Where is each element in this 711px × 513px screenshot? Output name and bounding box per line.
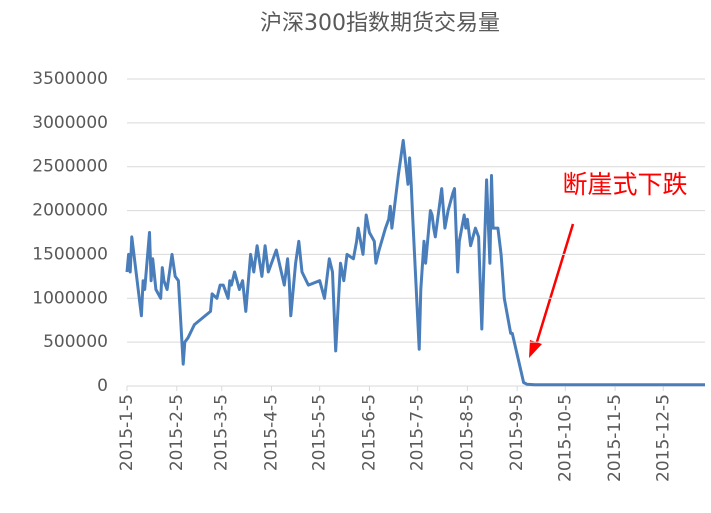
y-tick-label: 1500000: [32, 244, 108, 264]
x-tick-label: 2015-8-5: [457, 394, 477, 471]
y-tick-label: 3500000: [32, 69, 108, 89]
y-tick-label: 2000000: [32, 201, 108, 221]
x-tick-label: 2015-2-5: [167, 394, 187, 471]
y-tick-label: 3000000: [32, 113, 108, 133]
x-tick-label: 2015-6-5: [359, 394, 379, 471]
y-tick-label: 500000: [43, 332, 108, 352]
x-tick-label: 2015-5-5: [310, 394, 330, 471]
data-line: [125, 138, 705, 387]
x-tick-label: 2015-1-5: [117, 394, 137, 471]
chart-title: 沪深300指数期货交易量: [260, 11, 500, 36]
annotation-arrowhead: [529, 340, 542, 358]
x-tick-label: 2015-3-5: [212, 394, 232, 471]
y-tick-label: 1000000: [32, 288, 108, 308]
x-tick-label: 2015-11-5: [605, 394, 625, 482]
y-tick-label: 0: [97, 376, 108, 396]
x-tick-label: 2015-4-5: [262, 394, 282, 471]
x-tick-label: 2015-12-5: [653, 394, 673, 482]
annotation-arrow: [534, 223, 575, 346]
annotation: 断崖式下跌: [562, 170, 687, 199]
x-tick-label: 2015-9-5: [507, 394, 527, 471]
x-tick-label: 2015-7-5: [408, 394, 428, 471]
y-tick-label: 2500000: [32, 157, 108, 177]
x-tick-label: 2015-10-5: [555, 394, 575, 482]
